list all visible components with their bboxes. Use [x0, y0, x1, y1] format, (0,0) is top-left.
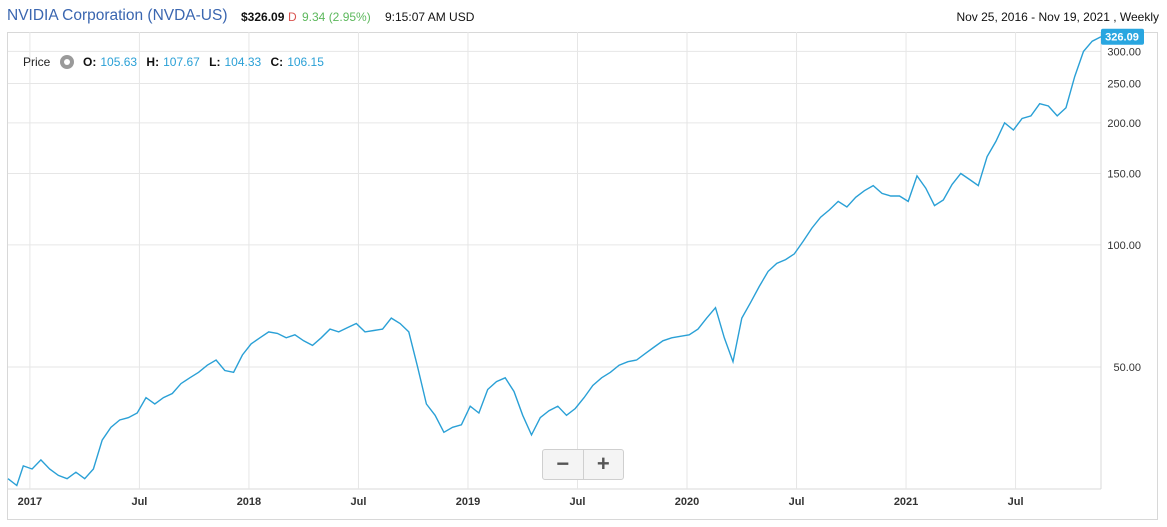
price-series-line [7, 36, 1102, 487]
x-tick-label: 2018 [237, 496, 261, 508]
close-value: 106.15 [287, 55, 324, 69]
chart-frame [7, 32, 1158, 520]
last-price: $326.09 [241, 10, 285, 24]
last-value-badge [1101, 28, 1144, 45]
x-tick-label: 2019 [456, 496, 480, 508]
zoom-controls: − + [542, 449, 624, 480]
high-label: H: [146, 55, 160, 69]
x-tick-label: Jul [1008, 496, 1024, 508]
last-value-label: 326.09 [1105, 32, 1139, 44]
quote-time: 9:15:07 AM USD [385, 10, 475, 24]
ohlc-legend: Price O: 105.63 H: 107.67 L: 104.33 C: 106.1… [23, 55, 324, 69]
y-tick-label: 250.00 [1107, 79, 1141, 91]
close-label: C: [270, 55, 284, 69]
zoom-in-button[interactable]: + [596, 451, 610, 476]
x-tick-label: Jul [351, 496, 367, 508]
price-direction: D [288, 10, 297, 24]
price-change: 9.34 (2.95%) [302, 10, 371, 24]
open-value: 105.63 [100, 55, 138, 69]
zoom-out-button[interactable]: − [543, 450, 584, 479]
gear-icon[interactable] [59, 55, 74, 69]
date-range: Nov 25, 2016 - Nov 19, 2021 , Weekly [956, 10, 1159, 24]
x-tick-label: 2020 [675, 496, 699, 508]
x-tick-label: Jul [570, 496, 586, 508]
x-tick-label: Jul [789, 496, 805, 508]
security-title[interactable]: NVIDIA Corporation (NVDA-US) [7, 7, 228, 24]
low-value: 104.33 [224, 55, 262, 69]
x-tick-label: 2017 [18, 496, 42, 508]
chart-header: NVIDIA Corporation (NVDA-US) $326.09 D 9… [0, 0, 1167, 32]
x-tick-label: 2021 [894, 496, 918, 508]
x-tick-label: Jul [131, 496, 147, 508]
high-value: 107.67 [163, 55, 200, 69]
y-tick-label: 100.00 [1107, 240, 1141, 252]
open-label: O: [83, 55, 97, 69]
y-tick-label: 150.00 [1107, 168, 1141, 180]
y-tick-label: 300.00 [1107, 46, 1141, 58]
series-label: Price [23, 55, 51, 69]
y-tick-label: 50.00 [1113, 362, 1141, 374]
low-label: L: [209, 55, 221, 69]
y-tick-label: 200.00 [1107, 118, 1141, 130]
